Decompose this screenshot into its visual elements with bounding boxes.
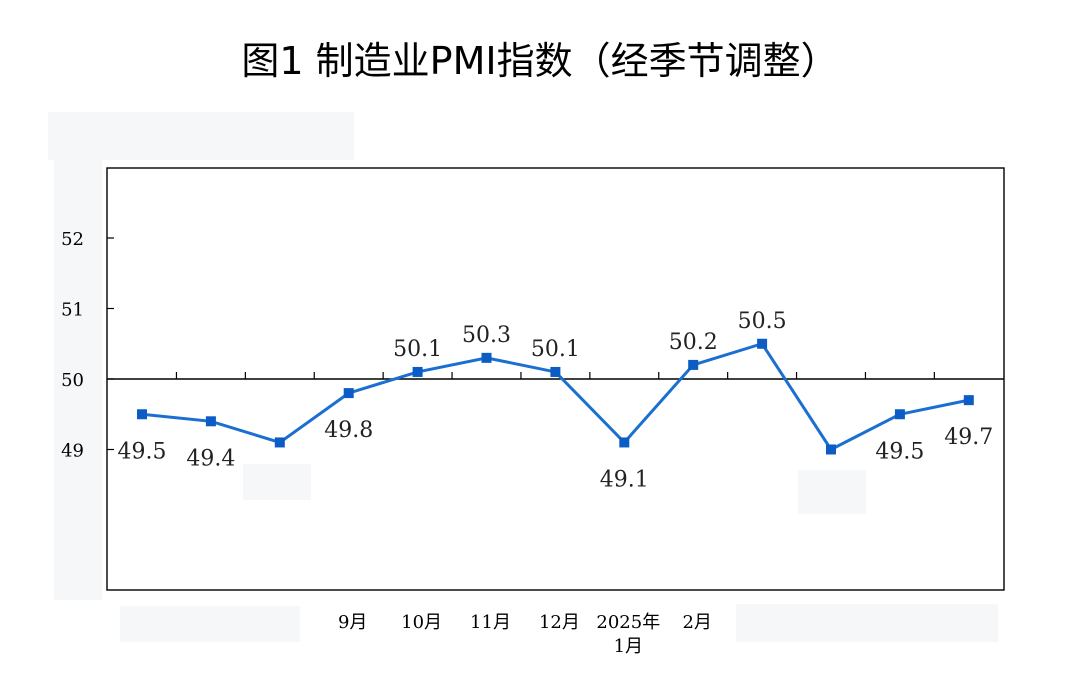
data-point-marker: [205, 416, 216, 427]
x-tick-label-line: 9月: [338, 612, 367, 633]
data-point-marker: [894, 409, 905, 420]
data-point-marker: [274, 437, 285, 448]
data-point-marker: [137, 409, 147, 420]
data-point-marker: [963, 395, 974, 406]
data-point-marker: [619, 437, 630, 448]
y-axis: 52 51 50 49: [61, 229, 114, 462]
x-tick-label: 2月: [682, 612, 711, 633]
blurred-region: [48, 112, 354, 160]
y-tick-label: 52: [61, 229, 84, 250]
y-tick-label: 49: [61, 441, 84, 462]
data-point-marker: [757, 338, 768, 349]
data-label: 49.4: [186, 446, 235, 471]
x-tick-label: 12月: [539, 612, 580, 633]
x-axis-ticks: [175, 372, 935, 379]
x-tick-label-line: 1月: [614, 636, 643, 657]
pmi-data-labels: 49.5 49.4 49.8 50.1 50.3 50.1 49.1 50.2 50.5 49.5…: [118, 309, 994, 493]
x-tick-label-line: 2025年: [596, 612, 660, 633]
blurred-region: [120, 606, 300, 642]
data-point-marker: [550, 366, 561, 377]
data-label: 50.1: [393, 337, 442, 362]
x-tick-label: 10月: [401, 612, 442, 633]
data-point-marker: [688, 359, 699, 370]
x-tick-label-line: 10月: [401, 612, 442, 633]
data-label: 49.8: [324, 418, 373, 443]
data-point-marker: [343, 388, 354, 399]
x-tick-label-line: 11月: [470, 612, 511, 633]
data-point-marker: [412, 366, 423, 377]
data-label: 50.3: [462, 323, 511, 348]
data-label: 49.5: [118, 439, 167, 464]
x-tick-label-line: 2月: [682, 612, 711, 633]
data-label: 49.1: [600, 467, 649, 492]
data-label: 49.5: [875, 439, 924, 464]
x-axis-labels: 9月 10月 11月 12月 2025年 1月 2月: [338, 612, 712, 657]
blurred-region: [798, 470, 866, 514]
data-label: 50.1: [531, 337, 580, 362]
x-tick-label: 2025年 1月: [596, 612, 660, 657]
blurred-region: [243, 464, 311, 500]
chart-title: 图1 制造业PMI指数（经季节调整）: [241, 39, 839, 83]
x-tick-label-line: 12月: [539, 612, 580, 633]
x-tick-label: 11月: [470, 612, 511, 633]
data-point-marker: [481, 352, 492, 363]
y-tick-label: 50: [61, 370, 84, 391]
data-label: 50.2: [669, 330, 718, 355]
x-tick-label: 9月: [338, 612, 367, 633]
data-point-marker: [826, 444, 836, 455]
pmi-markers: [137, 338, 974, 455]
y-tick-label: 51: [61, 300, 84, 321]
blurred-region: [54, 160, 102, 600]
blurred-region: [736, 604, 998, 642]
data-label: 50.5: [738, 309, 787, 334]
data-label: 49.7: [944, 425, 993, 450]
